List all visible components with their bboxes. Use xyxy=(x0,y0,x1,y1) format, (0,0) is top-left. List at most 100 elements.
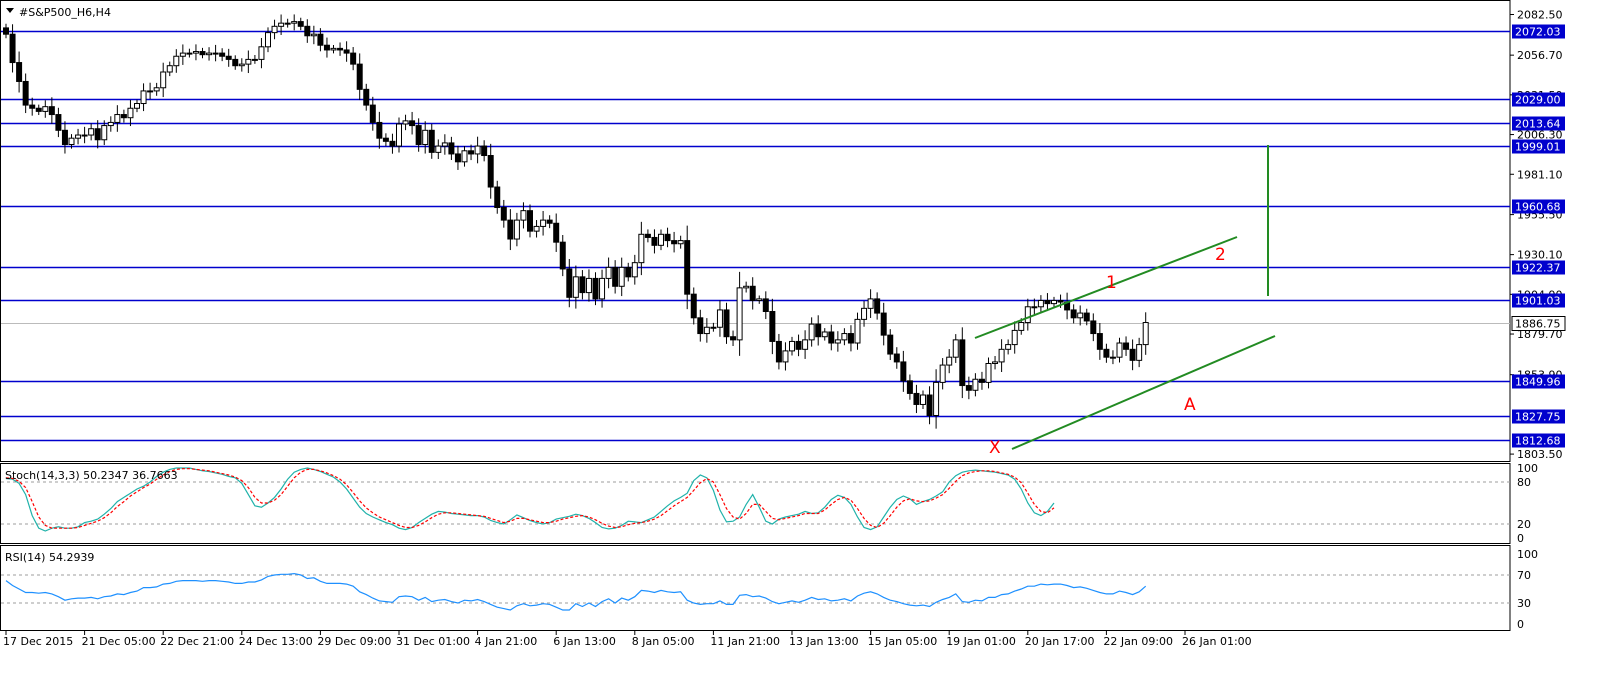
candle-body[interactable] xyxy=(893,353,900,363)
candle-body[interactable] xyxy=(9,33,16,64)
candle-body[interactable] xyxy=(382,137,389,142)
candle-body[interactable] xyxy=(350,52,357,65)
candle-body[interactable] xyxy=(926,394,933,416)
candle-body[interactable] xyxy=(651,236,658,246)
candle-body[interactable] xyxy=(1037,299,1044,308)
candle-body[interactable] xyxy=(22,80,29,106)
candle-body[interactable] xyxy=(297,21,304,27)
candle-body[interactable] xyxy=(1096,333,1103,350)
candle-body[interactable] xyxy=(441,142,448,147)
candle-body[interactable] xyxy=(179,52,186,57)
candle-body[interactable] xyxy=(238,63,245,67)
candle-body[interactable] xyxy=(61,129,68,145)
candle-body[interactable] xyxy=(946,356,953,366)
candle-body[interactable] xyxy=(1090,320,1097,335)
candle-body[interactable] xyxy=(330,47,337,51)
candle-body[interactable] xyxy=(147,90,154,93)
candle-body[interactable] xyxy=(1123,342,1130,350)
candle-body[interactable] xyxy=(716,309,723,328)
dropdown-triangle-icon[interactable] xyxy=(6,8,14,13)
candle-body[interactable] xyxy=(1018,322,1025,331)
candle-body[interactable] xyxy=(821,331,828,338)
candle-body[interactable] xyxy=(337,47,344,51)
candle-body[interactable] xyxy=(120,114,127,119)
candle-body[interactable] xyxy=(913,392,920,405)
candle-body[interactable] xyxy=(291,21,298,24)
candle-body[interactable] xyxy=(572,276,579,298)
candle-body[interactable] xyxy=(409,120,416,127)
candle-body[interactable] xyxy=(585,277,592,294)
candle-body[interactable] xyxy=(487,155,494,188)
candle-body[interactable] xyxy=(959,339,966,387)
candle-body[interactable] xyxy=(841,333,848,341)
candle-body[interactable] xyxy=(258,46,265,60)
candle-body[interactable] xyxy=(1070,309,1077,319)
candle-body[interactable] xyxy=(612,266,619,287)
candle-body[interactable] xyxy=(658,233,664,246)
candle-body[interactable] xyxy=(232,58,239,67)
candle-body[interactable] xyxy=(199,51,206,56)
candle-body[interactable] xyxy=(782,350,789,363)
candle-body[interactable] xyxy=(500,207,507,221)
rsi-series-line[interactable] xyxy=(5,572,1147,611)
candle-body[interactable] xyxy=(75,134,82,139)
candle-body[interactable] xyxy=(422,129,429,145)
candle-body[interactable] xyxy=(192,51,199,54)
candle-body[interactable] xyxy=(1109,356,1116,359)
candle-body[interactable] xyxy=(310,33,317,37)
candle-body[interactable] xyxy=(1103,348,1110,358)
candle-body[interactable] xyxy=(474,145,481,155)
candle-body[interactable] xyxy=(867,298,874,309)
candle-body[interactable] xyxy=(579,276,586,294)
candle-body[interactable] xyxy=(1024,306,1031,324)
candle-body[interactable] xyxy=(481,145,488,157)
candle-body[interactable] xyxy=(212,52,219,55)
candle-body[interactable] xyxy=(415,125,422,145)
candle-body[interactable] xyxy=(81,134,88,137)
candle-body[interactable] xyxy=(1116,342,1123,358)
candle-body[interactable] xyxy=(933,381,940,416)
candle-body[interactable] xyxy=(861,307,868,320)
candle-body[interactable] xyxy=(356,63,363,90)
candle-body[interactable] xyxy=(533,225,540,232)
candle-body[interactable] xyxy=(494,186,501,209)
candle-body[interactable] xyxy=(998,348,1005,363)
candle-body[interactable] xyxy=(127,107,134,119)
candle-body[interactable] xyxy=(638,233,645,264)
candle-body[interactable] xyxy=(880,312,887,336)
candle-body[interactable] xyxy=(520,210,527,221)
candle-body[interactable] xyxy=(3,27,9,35)
candle-body[interactable] xyxy=(710,326,717,329)
candle-body[interactable] xyxy=(992,361,999,364)
candle-body[interactable] xyxy=(749,285,756,301)
candle-body[interactable] xyxy=(454,153,461,163)
candle-body[interactable] xyxy=(186,52,193,55)
candle-body[interactable] xyxy=(389,140,396,147)
candle-body[interactable] xyxy=(101,125,108,141)
candle-body[interactable] xyxy=(1142,322,1149,346)
candle-body[interactable] xyxy=(265,32,271,48)
candle-body[interactable] xyxy=(985,362,992,383)
candle-body[interactable] xyxy=(513,219,520,240)
candle-body[interactable] xyxy=(225,55,232,60)
candle-body[interactable] xyxy=(1136,344,1143,361)
candle-body[interactable] xyxy=(625,266,632,278)
candle-body[interactable] xyxy=(743,285,750,289)
candle-body[interactable] xyxy=(1077,312,1084,319)
candle-body[interactable] xyxy=(363,88,370,106)
candle-body[interactable] xyxy=(1044,299,1051,305)
candle-body[interactable] xyxy=(847,333,854,344)
candle-body[interactable] xyxy=(697,317,704,335)
candle-body[interactable] xyxy=(16,62,23,82)
candle-body[interactable] xyxy=(789,340,795,352)
candle-body[interactable] xyxy=(94,128,101,141)
candle-body[interactable] xyxy=(304,25,311,37)
candle-body[interactable] xyxy=(29,104,36,109)
candle-body[interactable] xyxy=(251,58,258,61)
stoch-series-line[interactable] xyxy=(5,468,1055,529)
candle-body[interactable] xyxy=(978,378,985,383)
price-panel[interactable]: 2082.502056.702031.502006.301981.101955.… xyxy=(0,0,1566,462)
candle-body[interactable] xyxy=(271,25,278,34)
candle-body[interactable] xyxy=(1083,312,1090,322)
candle-body[interactable] xyxy=(369,104,376,123)
